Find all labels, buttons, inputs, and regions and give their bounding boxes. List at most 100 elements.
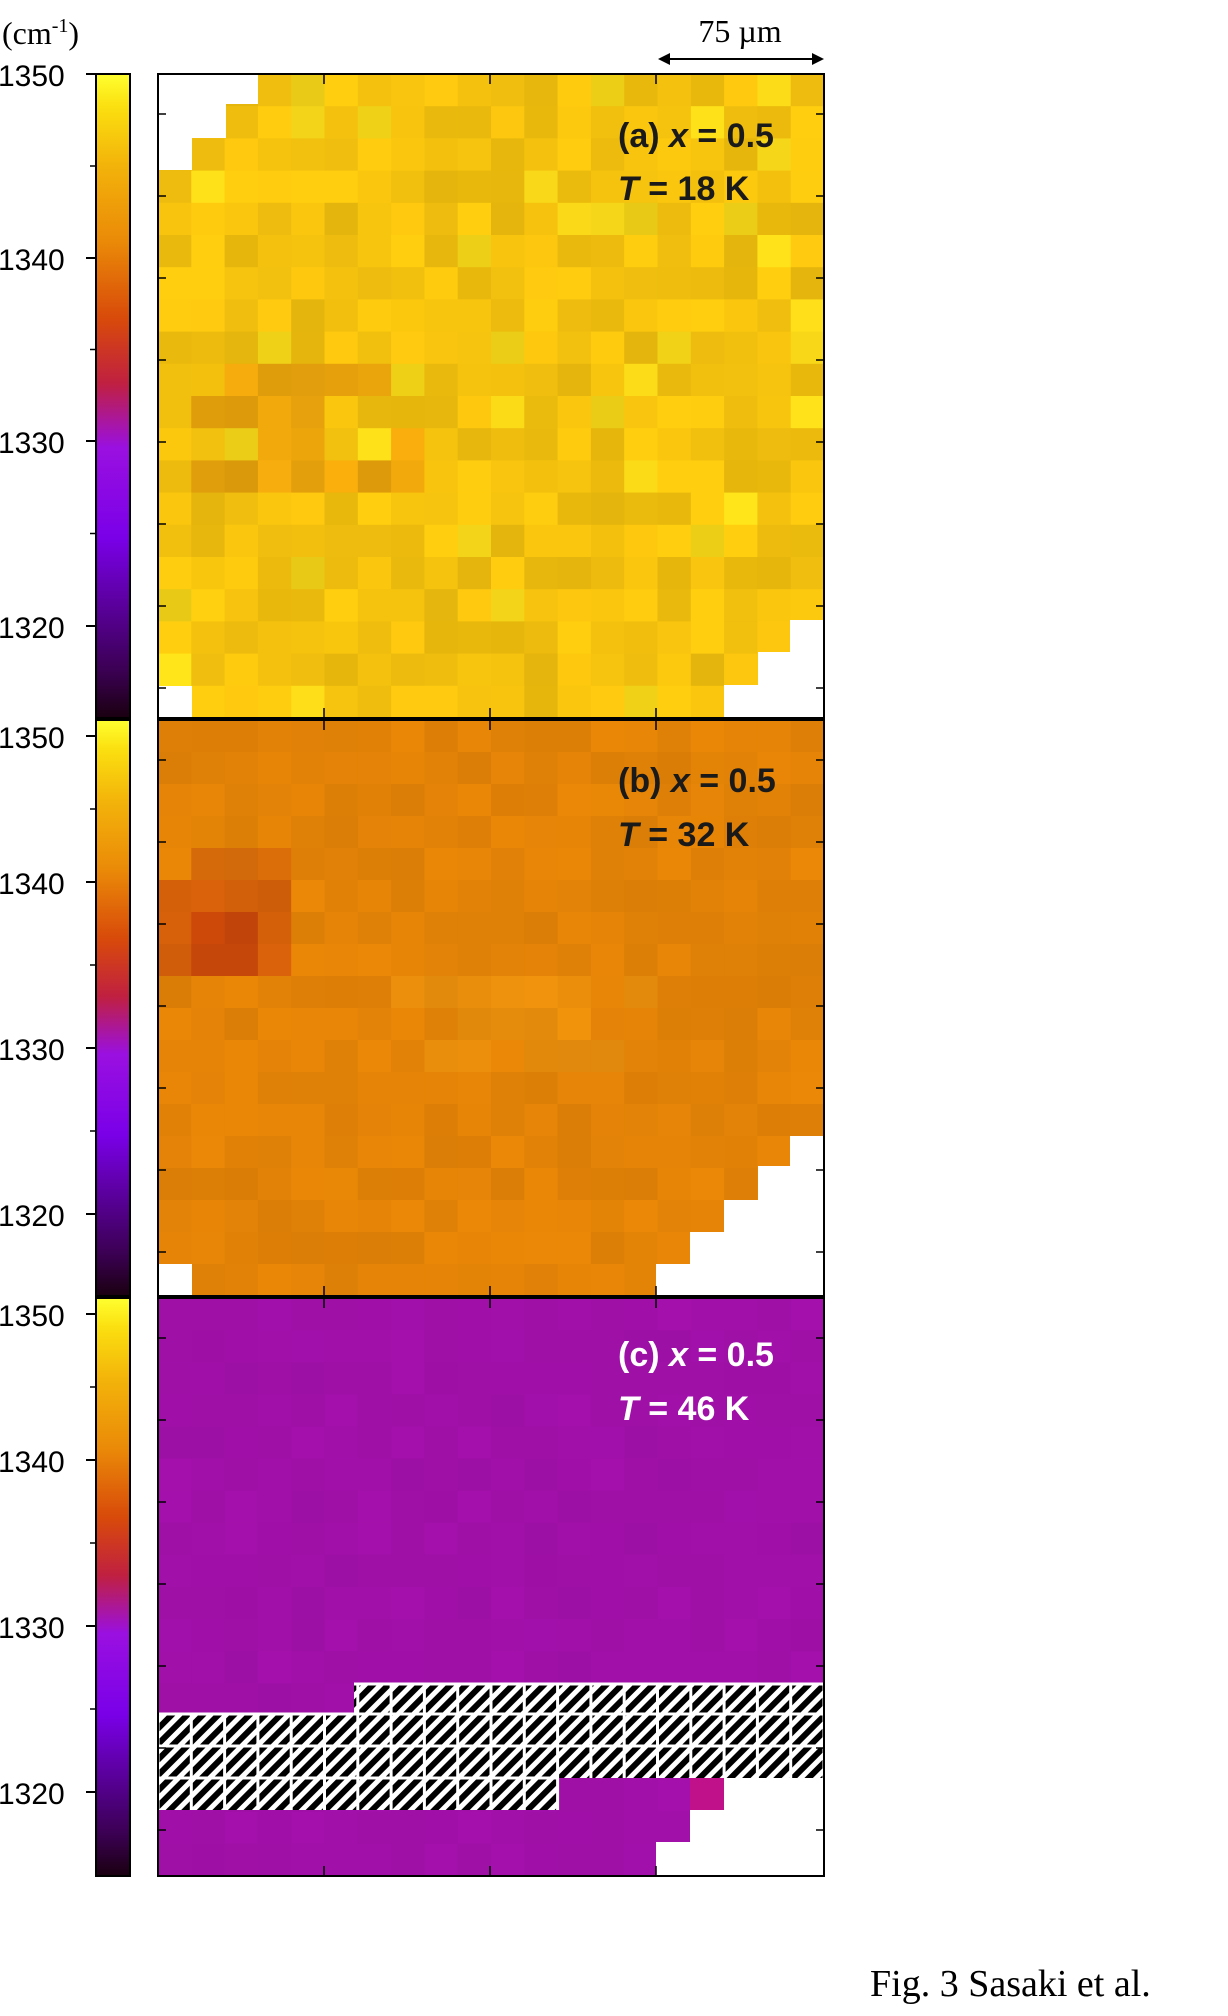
heatmap-c-cell [557, 1619, 592, 1652]
heatmap-a-cell [524, 460, 559, 494]
heatmap-c-cell [457, 1554, 492, 1588]
heatmap-c-cell [324, 1683, 359, 1717]
heatmap-a-cell [457, 331, 492, 365]
heatmap-a-cell [158, 299, 192, 333]
heatmap-c-cell [191, 1522, 226, 1556]
heatmap-c-cell [191, 1587, 226, 1620]
heatmap-c-cell [357, 1458, 392, 1492]
heatmap-c-cell [557, 1394, 592, 1428]
heatmap-b-cell [657, 848, 692, 881]
heatmap-a-cell [224, 299, 259, 333]
heatmap-a-cell [724, 138, 758, 172]
heatmap-a-cell [257, 685, 292, 719]
heatmap-c-cell [357, 1811, 392, 1845]
heatmap-c-cell [324, 1811, 359, 1845]
heatmap-b-cell [257, 944, 292, 977]
heatmap-c-cell [257, 1651, 292, 1684]
heatmap-b-cell [424, 1136, 459, 1169]
heatmap-c-cell [224, 1619, 259, 1652]
heatmap-a-cell [657, 428, 692, 461]
heatmap-b-cell [757, 752, 792, 785]
heatmap-b-cell [790, 1040, 825, 1073]
heatmap-b-cell [424, 1264, 459, 1297]
heatmap-b-cell [457, 1136, 492, 1169]
heatmap-a-cell [657, 106, 692, 139]
heatmap-c-cell [191, 1394, 226, 1428]
heatmap-a-cell [657, 685, 692, 719]
heatmap-c-cell [724, 1394, 758, 1428]
heatmap-c-cell [424, 1587, 459, 1620]
heatmap-b-cell [424, 816, 459, 849]
heatmap-c-cell [624, 1458, 659, 1492]
heatmap-a-cell [690, 235, 725, 268]
heatmap-c-cell [757, 1426, 792, 1460]
heatmap-a-cell [391, 299, 425, 333]
heatmap-a-cell [224, 492, 259, 526]
heatmap-a-cell [491, 557, 525, 590]
heatmap-a-cell [257, 331, 292, 365]
heatmap-b-cell [391, 944, 425, 977]
scale-bar-label: 75 µm [698, 13, 781, 49]
heatmap-a-cell [291, 331, 326, 365]
heatmap-a-cell [590, 331, 625, 365]
heatmap-b-cell [524, 1008, 559, 1041]
heatmap-c-cell [491, 1426, 525, 1460]
heatmap-b-cell [291, 752, 326, 785]
colorbar-ticks-a [86, 73, 96, 627]
heatmap-b-cell [357, 976, 392, 1009]
heatmap-b-cell [424, 720, 459, 753]
heatmap-c-cell [158, 1683, 192, 1717]
heatmap-a-cell [424, 299, 459, 333]
heatmap-c-cell [757, 1554, 792, 1588]
heatmap-c-cell [690, 1490, 725, 1524]
heatmap-b-cell [357, 1040, 392, 1073]
heatmap-b-empty-region [158, 1136, 824, 1296]
heatmap-c-cell [590, 1362, 625, 1395]
heatmap-b-cell [524, 1232, 559, 1265]
heatmap-c-cell [391, 1651, 425, 1684]
heatmap-a-cell [457, 235, 492, 268]
heatmap-a-cell [191, 363, 226, 397]
heatmap-c-cell [191, 1651, 226, 1684]
heatmap-b-cell [291, 1136, 326, 1169]
heatmap-b-cell [724, 1072, 758, 1105]
heatmap-b-cell [524, 912, 559, 945]
heatmap-a-cell [324, 460, 359, 494]
heatmap-a-cell [657, 267, 692, 300]
heatmap-c-cell [457, 1651, 492, 1684]
heatmap-a-cell [724, 396, 758, 429]
heatmap-c-cell [790, 1362, 825, 1395]
heatmap-b-cell [158, 816, 192, 849]
heatmap-a-cell [757, 74, 792, 107]
heatmap-b-cell [391, 1232, 425, 1265]
heatmap-b-cell [158, 1200, 192, 1233]
heatmap-b-cell [291, 912, 326, 945]
heatmap-a-cell [524, 557, 559, 590]
heatmap-a-cell [524, 492, 559, 526]
heatmap-c-cell [657, 1587, 692, 1620]
heatmap-a-cell [590, 685, 625, 719]
heatmap-c-cell [158, 1554, 192, 1588]
heatmap-c-cell [657, 1490, 692, 1524]
heatmap-b-cell [491, 1232, 525, 1265]
heatmap-b-cell [524, 880, 559, 913]
heatmap-c-cell [524, 1587, 559, 1620]
heatmap-a-cell [790, 235, 825, 268]
heatmap-a-cell [624, 460, 659, 494]
heatmap-b-cell [557, 752, 592, 785]
panel-a: 1350 1340 1330 1320 (a) x = 0.5 T = 18 K [0, 60, 825, 719]
heatmap-c-cell [457, 1458, 492, 1492]
heatmap-c-cell [724, 1490, 758, 1524]
heatmap-a-cell [724, 524, 758, 558]
heatmap-b-cell [491, 1136, 525, 1169]
heatmap-b-cell [224, 1040, 259, 1073]
heatmap-b-cell [557, 1104, 592, 1137]
heatmap-b-cell [524, 816, 559, 849]
heatmap-b-cell [491, 848, 525, 881]
heatmap-c-cell [524, 1619, 559, 1652]
heatmap-b-cell [391, 976, 425, 1009]
heatmap-a-cell [757, 363, 792, 397]
heatmap-a-cell [790, 428, 825, 461]
heatmap-c-cell [224, 1458, 259, 1492]
heatmap-b-cell [590, 752, 625, 785]
